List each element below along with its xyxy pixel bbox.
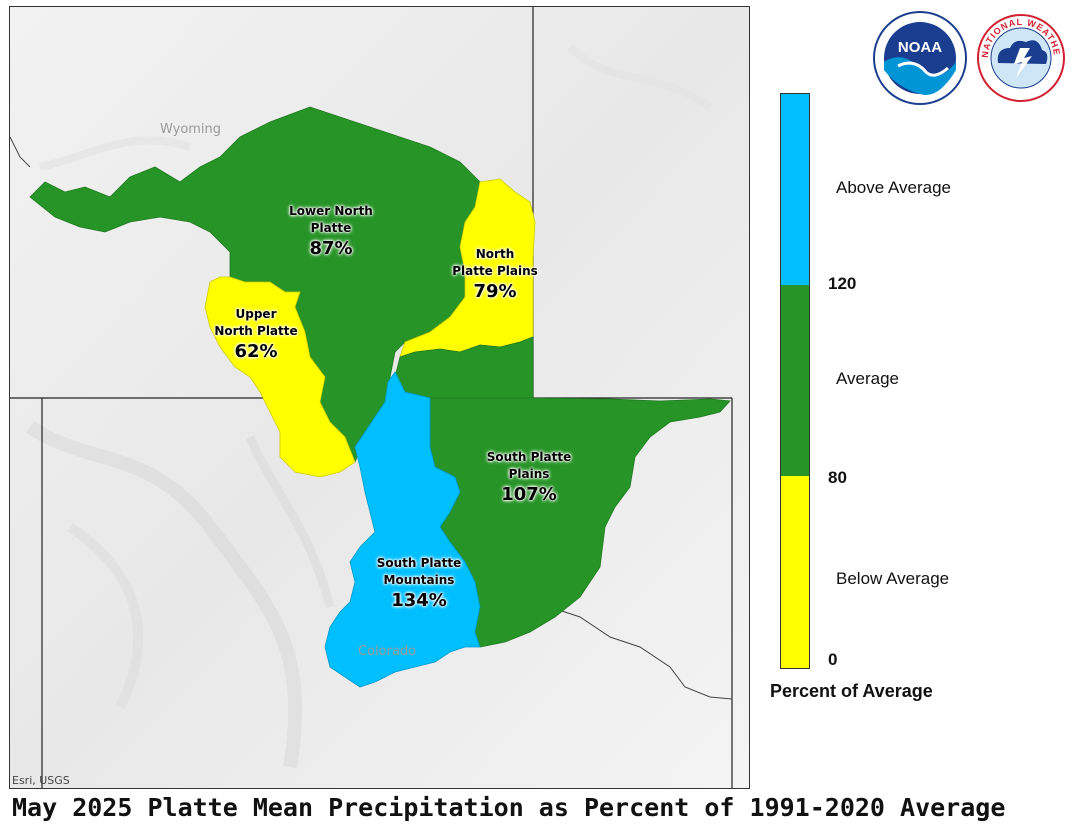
state-boundary-river: [549, 606, 733, 700]
basin-percent: 79%: [473, 281, 517, 302]
basin-name-line2: Mountains: [383, 573, 455, 587]
basin-percent: 87%: [309, 238, 353, 259]
legend-color-bar: [780, 93, 810, 669]
basin-label-upper-north-platte: Upper North Platte 62%: [214, 306, 297, 364]
nws-logo-icon: NATIONAL WEATHER SERVICE: [976, 8, 1065, 102]
legend-swatch-below-average: [781, 476, 809, 668]
basin-percent: 134%: [391, 590, 447, 611]
legend-label-above-average: Above Average: [836, 178, 951, 197]
basin-upper-north-platte[interactable]: [204, 276, 356, 478]
basin-name-line1: South Platte: [486, 450, 572, 464]
legend-label-below-average: Below Average: [836, 569, 950, 588]
legend-swatch-above-average: [781, 94, 809, 285]
basin-label-north-platte-plains: North Platte Plains 79%: [452, 246, 538, 304]
basin-name-line1: Upper: [235, 307, 277, 321]
legend-tick-120: 120: [828, 274, 857, 293]
state-label-colorado: Colorado: [358, 644, 417, 659]
noaa-logo-icon: NOAA: [873, 11, 967, 105]
basin-name-line2: Platte Plains: [452, 264, 538, 278]
basemap-relief: [26, 44, 713, 769]
basin-name-line2: North Platte: [214, 324, 298, 338]
legend-tick-0: 0: [828, 650, 838, 669]
basin-name-line1: North: [475, 247, 515, 261]
noaa-logo-text: NOAA: [898, 39, 942, 56]
map-attribution: Esri, USGS: [12, 774, 70, 787]
basin-name-line2: Platte: [310, 221, 352, 235]
legend-label-average: Average: [836, 369, 900, 388]
basin-percent: 107%: [501, 484, 557, 505]
state-label-wyoming: Wyoming: [160, 122, 222, 137]
basin-south-platte-mountains[interactable]: [324, 371, 481, 688]
legend-title: Percent of Average: [770, 681, 933, 701]
basin-name-line2: Plains: [508, 467, 550, 481]
basin-label-south-platte-plains: South Platte Plains 107%: [487, 449, 572, 507]
state-boundary-west: [10, 136, 31, 168]
map-canvas: [10, 7, 749, 788]
basin-label-south-platte-mountains: South Platte Mountains 134%: [377, 555, 462, 613]
basin-name-line1: South Platte: [376, 556, 462, 570]
map-panel[interactable]: Wyoming Colorado Lower North Platte 87% …: [9, 6, 750, 789]
legend-tick-80: 80: [828, 468, 847, 487]
basin-percent: 62%: [234, 341, 278, 362]
basin-name-line1: Lower North: [289, 204, 373, 218]
basin-label-lower-north-platte: Lower North Platte 87%: [289, 203, 373, 261]
legend-swatch-average: [781, 285, 809, 476]
page-title: May 2025 Platte Mean Precipitation as Pe…: [12, 793, 1006, 822]
